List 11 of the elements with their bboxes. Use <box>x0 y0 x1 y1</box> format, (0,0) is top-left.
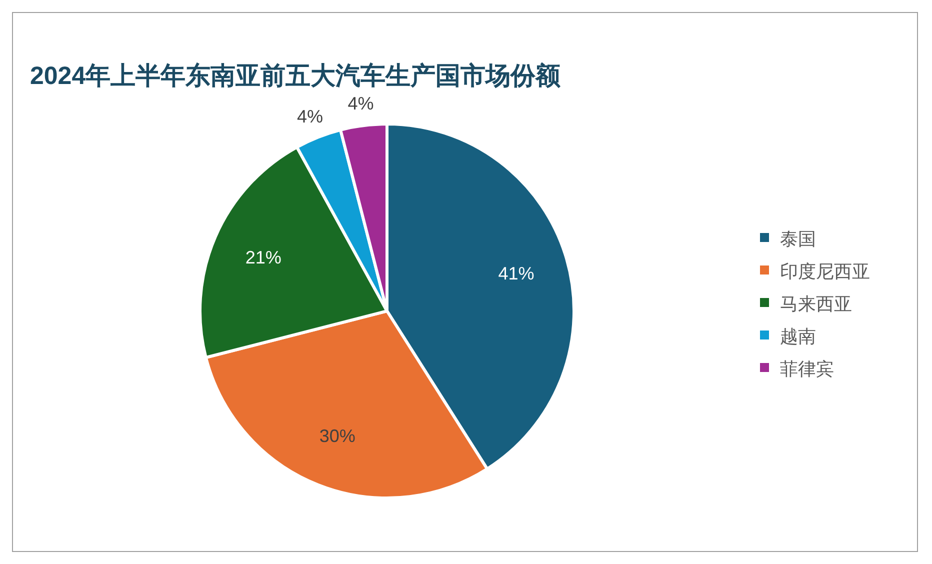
legend-label: 菲律宾 <box>780 359 834 379</box>
data-label: 41% <box>498 263 534 284</box>
chart-title: 2024年上半年东南亚前五大汽车生产国市场份额 <box>30 62 562 90</box>
data-label: 4% <box>297 106 324 127</box>
data-label: 21% <box>245 248 282 268</box>
legend-label: 马来西亚 <box>780 294 852 314</box>
data-label: 30% <box>319 426 356 446</box>
data-label: 4% <box>348 94 374 114</box>
legend-label: 越南 <box>780 326 816 346</box>
legend-label: 泰国 <box>780 229 816 249</box>
legend-label: 印度尼西亚 <box>780 262 870 282</box>
